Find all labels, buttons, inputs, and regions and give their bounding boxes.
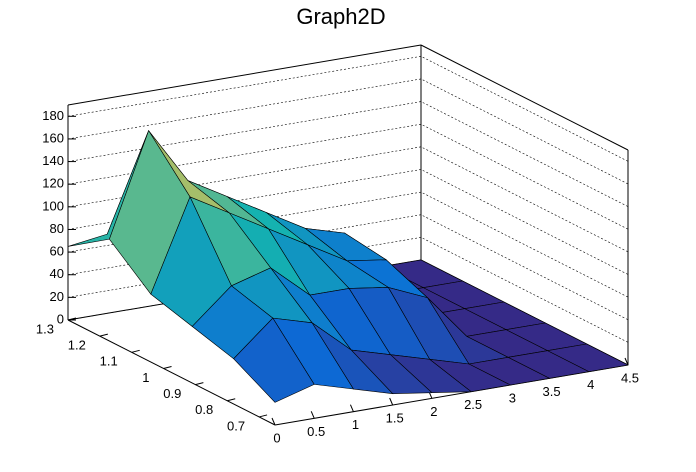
z-tick-label: 20 xyxy=(50,289,64,304)
z-tick-label: 100 xyxy=(42,198,64,213)
y-tick xyxy=(67,317,77,321)
y-tick-label: 0.7 xyxy=(227,418,245,433)
y-tick xyxy=(99,333,108,337)
grid-line xyxy=(67,169,629,275)
x-tick xyxy=(349,404,354,412)
z-tick-label: 40 xyxy=(50,266,64,281)
z-tick-label: 120 xyxy=(42,176,64,191)
y-tick xyxy=(195,382,204,386)
x-tick-label: 1 xyxy=(352,417,359,432)
z-tick-label: 180 xyxy=(42,108,64,123)
x-tick-label: 2 xyxy=(430,404,437,419)
x-tick-label: 4.5 xyxy=(621,370,639,385)
z-tick-label: 60 xyxy=(50,244,64,259)
y-tick xyxy=(131,349,140,353)
x-tick-label: 1.5 xyxy=(386,410,404,425)
x-tick xyxy=(624,357,629,366)
x-tick-label: 3.5 xyxy=(543,384,561,399)
z-tick-label: 160 xyxy=(42,130,64,145)
y-tick-label: 0.8 xyxy=(195,402,213,417)
y-tick-label: 1 xyxy=(142,370,149,385)
y-tick xyxy=(227,398,236,402)
grid-line xyxy=(67,78,629,185)
y-tick-label: 1.1 xyxy=(100,354,118,369)
x-tick-label: 3 xyxy=(509,390,516,405)
x-tick-label: 0 xyxy=(273,430,280,445)
x-tick-label: 0.5 xyxy=(307,424,325,439)
grid-line xyxy=(67,56,629,162)
chart-title: Graph2D xyxy=(296,4,385,29)
z-tick-label: 140 xyxy=(42,153,64,168)
box-edge xyxy=(420,44,629,151)
grid-line xyxy=(67,237,629,343)
y-tick-label: 1.3 xyxy=(36,321,54,336)
grid-line xyxy=(67,191,629,298)
surface-cell xyxy=(233,317,315,403)
grid-line xyxy=(67,123,629,230)
x-tick xyxy=(389,397,394,406)
y-tick-label: 1.2 xyxy=(68,338,86,353)
y-tick xyxy=(258,414,268,418)
box-edge xyxy=(67,44,422,106)
box-edge xyxy=(67,319,276,426)
z-tick-label: 80 xyxy=(50,221,64,236)
grid-line xyxy=(67,146,629,253)
z-tick-label: 0 xyxy=(57,311,64,326)
grid-line xyxy=(67,214,629,321)
y-tick xyxy=(163,365,172,369)
x-tick xyxy=(271,417,276,426)
grid-line xyxy=(67,101,629,207)
x-tick-label: 4 xyxy=(587,377,594,392)
x-tick xyxy=(310,411,315,419)
x-tick-label: 2.5 xyxy=(464,397,482,412)
y-tick-label: 0.9 xyxy=(163,386,181,401)
